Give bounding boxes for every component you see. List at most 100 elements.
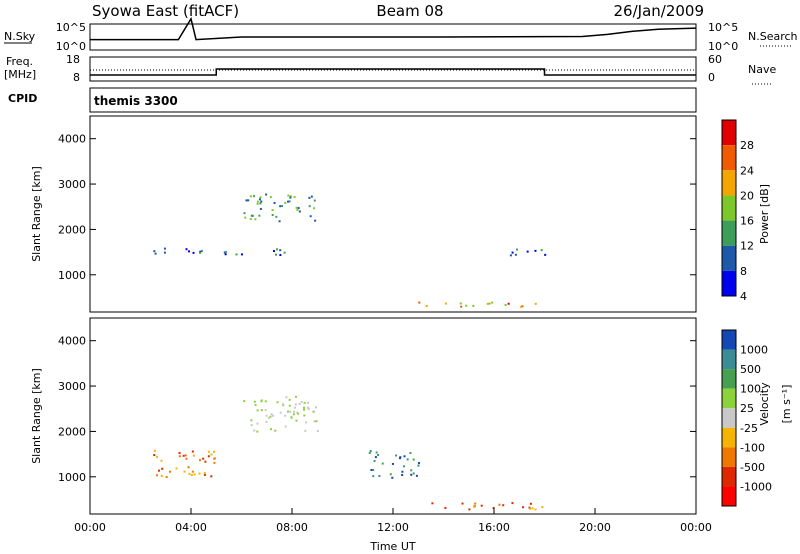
echo-cell	[522, 506, 525, 509]
freq-tick-bottom: 8	[73, 71, 80, 84]
colorbar-tick-label: 500	[740, 363, 761, 376]
colorbar-tick-label: -100	[740, 441, 765, 454]
echo-cell	[509, 254, 512, 257]
echo-cell	[498, 503, 501, 506]
echo-cell	[374, 456, 377, 459]
echo-cell	[271, 209, 274, 212]
cpid-panel	[89, 87, 697, 113]
echo-cell	[406, 458, 409, 461]
echo-cell	[389, 473, 392, 476]
colorbar-tick-label: 1000	[740, 344, 768, 357]
echo-cell	[155, 455, 158, 458]
station-title: Syowa East (fitACF)	[92, 2, 239, 20]
echo-cell	[224, 250, 227, 253]
nsky-left-tick-bottom: 10^0	[56, 40, 86, 53]
echo-cell	[403, 455, 406, 458]
echo-cell	[373, 460, 376, 463]
echo-cell	[260, 409, 263, 412]
echo-cell	[245, 199, 248, 202]
echo-cell	[313, 207, 316, 210]
colorbar-segment	[722, 486, 736, 506]
echo-cell	[294, 403, 297, 406]
velocity-colorbar-label: Velocity	[758, 382, 771, 426]
echo-cell	[297, 207, 300, 210]
colorbar-segment	[722, 120, 736, 146]
colorbar-tick-label: 12	[740, 240, 754, 253]
y-tick-label: 4000	[58, 133, 86, 146]
echo-cell	[204, 460, 207, 463]
x-tick-label: 12:00	[377, 521, 409, 534]
velocity-scatter	[153, 395, 544, 511]
echo-cell	[178, 455, 181, 458]
x-tick-label: 00:00	[74, 521, 106, 534]
y-tick-label: 2000	[58, 223, 86, 236]
echo-cell	[398, 457, 401, 460]
x-tick-label: 04:00	[175, 521, 207, 534]
echo-cell	[289, 410, 292, 413]
echo-cell	[192, 251, 195, 254]
echo-cell	[283, 251, 286, 254]
echo-cell	[298, 210, 301, 213]
echo-cell	[316, 430, 319, 433]
colorbar-segment	[722, 388, 736, 409]
echo-cell	[267, 416, 270, 419]
echo-cell	[372, 475, 375, 478]
echo-cell	[276, 401, 279, 404]
x-tick-label: 08:00	[276, 521, 308, 534]
echo-cell	[199, 251, 202, 254]
echo-cell	[486, 302, 489, 305]
echo-cell	[425, 305, 428, 308]
echo-cell	[472, 304, 475, 307]
echo-cell	[260, 399, 263, 402]
echo-cell	[272, 250, 275, 253]
echo-cell	[160, 459, 163, 462]
echo-cell	[294, 395, 297, 398]
echo-cell	[410, 473, 413, 476]
freq-unit: [MHz]	[4, 68, 36, 81]
colorbar-segment	[722, 447, 736, 467]
echo-cell	[188, 472, 191, 475]
y-tick-label: 1000	[58, 269, 86, 282]
velocity-colorbar-ticks: 1000 500 100 25 -25 -100 -500 -1000	[740, 344, 772, 494]
echo-cell	[370, 468, 373, 471]
echo-cell	[528, 506, 531, 509]
echo-cell	[200, 249, 203, 252]
echo-cell	[307, 406, 310, 409]
echo-cell	[520, 305, 523, 308]
echo-cell	[274, 429, 277, 432]
echo-cell	[256, 200, 259, 203]
echo-cell	[368, 451, 371, 454]
echo-cell	[286, 410, 289, 413]
echo-cell	[275, 248, 278, 251]
freq-series-line	[90, 68, 696, 76]
nsearch-right-tick-top: 10^5	[708, 21, 738, 34]
echo-cell	[168, 470, 171, 473]
echo-cell	[391, 462, 394, 465]
echo-cell	[249, 218, 252, 221]
echo-cell	[531, 507, 534, 510]
echo-cell	[480, 504, 483, 507]
colorbar-tick-label: 8	[740, 265, 747, 278]
echo-cell	[271, 213, 274, 216]
echo-cell	[298, 402, 301, 405]
echo-cell	[511, 502, 514, 505]
colorbar-tick-label: -500	[740, 461, 765, 474]
nsky-panel	[89, 23, 697, 51]
colorbar-segment	[722, 145, 736, 171]
echo-cell	[269, 428, 272, 431]
echo-cell	[163, 247, 166, 250]
power-panel	[89, 115, 697, 313]
nave-tick-top: 60	[708, 53, 722, 66]
nsearch-label: N.Search	[748, 30, 798, 43]
echo-cell	[265, 420, 268, 423]
echo-cell	[287, 200, 290, 203]
nave-label: Nave	[748, 63, 776, 76]
echo-cell	[516, 248, 519, 251]
echo-cell	[160, 474, 163, 477]
echo-cell	[165, 475, 168, 478]
echo-cell	[468, 508, 471, 511]
echo-cell	[296, 411, 299, 414]
freq-panel	[89, 56, 697, 82]
echo-cell	[269, 415, 272, 418]
